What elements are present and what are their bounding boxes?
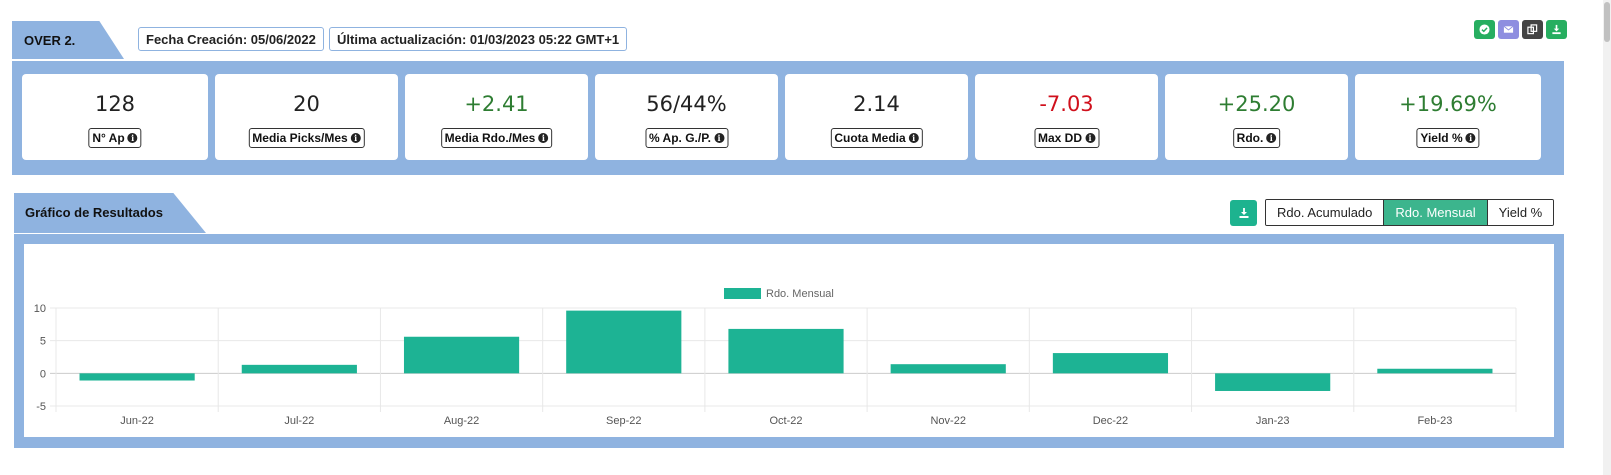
download-icon: [1239, 208, 1248, 218]
stat-label-text: Max DD: [1037, 131, 1083, 145]
bar: [566, 310, 682, 374]
bar: [241, 364, 357, 374]
creation-date-badge: Fecha Creación: 05/06/2022: [138, 27, 324, 51]
download-icon: [1552, 24, 1561, 35]
stat-value: +25.20: [1217, 92, 1296, 116]
info-icon: i: [538, 133, 549, 143]
info-icon: i: [908, 133, 919, 143]
chart-area: 10 5 0 -5 Jun-22 Jul-22 Aug-22 Sep-22 Oct-22 Nov-…: [24, 244, 1554, 437]
bar: [890, 364, 1006, 374]
stat-card: 20 Media Picks/Mes i: [215, 74, 398, 160]
top-action-bar: [1474, 20, 1567, 39]
stat-card: 128 N° Ap i: [22, 74, 208, 160]
info-icon: i: [350, 133, 361, 143]
stat-value: +19.69%: [1399, 92, 1497, 116]
stat-label-text: Yield %: [1420, 131, 1463, 145]
stat-label[interactable]: Yield % i: [1416, 128, 1480, 148]
x-tick-label: Nov-22: [930, 415, 965, 427]
copy-icon: [1527, 24, 1538, 35]
stat-label[interactable]: Max DD i: [1033, 128, 1100, 148]
x-tick-label: Aug-22: [444, 415, 479, 427]
stat-label[interactable]: Rdo. i: [1232, 128, 1281, 148]
info-icon: i: [1085, 133, 1096, 143]
info-icon: i: [127, 133, 138, 143]
chart-download-button[interactable]: [1230, 200, 1257, 226]
x-tick-label: Sep-22: [606, 415, 641, 427]
stat-label[interactable]: % Ap. G./P. i: [644, 128, 729, 148]
x-tick-label: Jun-22: [120, 415, 154, 427]
last-update-badge: Última actualización: 01/03/2023 05:22 G…: [329, 27, 628, 51]
stat-value: +2.41: [464, 92, 529, 116]
scrollbar-thumb[interactable]: [1604, 2, 1610, 42]
results-bar-chart: 10 5 0 -5 Jun-22 Jul-22 Aug-22 Sep-22 Oct-22 Nov-…: [34, 288, 1517, 427]
check-circle-icon: [1479, 24, 1490, 35]
stat-value: 2.14: [853, 92, 900, 116]
stat-card: +2.41 Media Rdo./Mes i: [405, 74, 588, 160]
chart-section-tab: Gráfico de Resultados: [14, 193, 206, 233]
stat-label[interactable]: Cuota Media i: [830, 128, 923, 148]
y-tick-label: 10: [34, 303, 46, 315]
strategy-title-tab: OVER 2.: [12, 21, 124, 59]
email-button[interactable]: [1498, 20, 1519, 39]
check-circle-button[interactable]: [1474, 20, 1495, 39]
bar: [403, 336, 520, 374]
info-icon: i: [714, 133, 725, 143]
info-icon: i: [1465, 133, 1476, 143]
x-tick-label: Oct-22: [769, 415, 802, 427]
bar: [1377, 368, 1493, 374]
chart-section-title: Gráfico de Resultados: [25, 205, 163, 220]
stat-label-text: N° Ap: [92, 131, 125, 145]
stat-card: +19.69% Yield % i: [1355, 74, 1541, 160]
stat-card: 2.14 Cuota Media i: [785, 74, 968, 160]
strategy-title: OVER 2.: [24, 33, 76, 48]
page-scrollbar[interactable]: [1603, 0, 1611, 475]
y-tick-label: 5: [40, 336, 46, 348]
rdo-mensual-button[interactable]: Rdo. Mensual: [1383, 200, 1487, 225]
copy-button[interactable]: [1522, 20, 1543, 39]
x-tick-label: Feb-23: [1417, 415, 1452, 427]
bar: [79, 373, 195, 381]
stats-panel: 128 N° Ap i 20 Media Picks/Mes i +2.41 Media Rd…: [12, 61, 1564, 175]
stat-label-text: % Ap. G./P.: [648, 131, 712, 145]
stat-value: 20: [293, 92, 320, 116]
stat-label[interactable]: Media Rdo./Mes i: [440, 128, 553, 148]
stat-card: -7.03 Max DD i: [975, 74, 1158, 160]
stat-value: -7.03: [1039, 92, 1094, 116]
stat-value: 56/44%: [646, 92, 727, 116]
stat-label-text: Cuota Media: [834, 131, 906, 145]
stat-label-text: Media Picks/Mes: [252, 131, 348, 145]
rdo-acumulado-button[interactable]: Rdo. Acumulado: [1266, 200, 1384, 225]
chart-panel: 10 5 0 -5 Jun-22 Jul-22 Aug-22 Sep-22 Oct-22 Nov-…: [14, 234, 1564, 448]
stat-card: 56/44% % Ap. G./P. i: [595, 74, 778, 160]
stat-label[interactable]: Media Picks/Mes i: [248, 128, 365, 148]
info-icon: i: [1266, 133, 1277, 143]
bar: [1215, 373, 1331, 391]
legend-swatch: [724, 288, 761, 299]
stat-label[interactable]: N° Ap i: [88, 128, 142, 148]
envelope-icon: [1503, 25, 1514, 33]
stat-value: 128: [94, 92, 136, 116]
stat-label-text: Rdo.: [1236, 131, 1264, 145]
y-tick-label: 0: [40, 368, 46, 380]
bar: [1052, 353, 1169, 374]
x-tick-label: Jan-23: [1256, 415, 1290, 427]
legend-label: Rdo. Mensual: [766, 288, 834, 300]
download-button[interactable]: [1546, 20, 1567, 39]
bar: [728, 328, 844, 374]
x-tick-label: Dec-22: [1093, 415, 1128, 427]
y-tick-label: -5: [36, 401, 46, 413]
chart-mode-toggle: Rdo. Acumulado Rdo. Mensual Yield %: [1265, 199, 1555, 226]
stat-label-text: Media Rdo./Mes: [444, 131, 536, 145]
yield-button[interactable]: Yield %: [1486, 200, 1554, 225]
x-tick-label: Jul-22: [284, 415, 314, 427]
stat-card: +25.20 Rdo. i: [1165, 74, 1348, 160]
